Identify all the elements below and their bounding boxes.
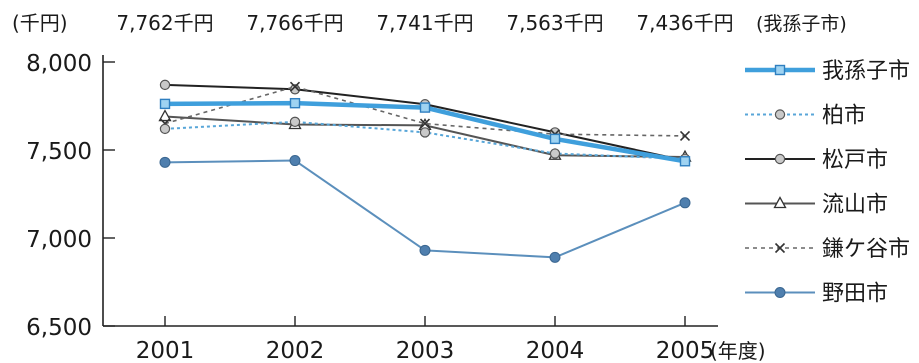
- series-line: [164, 85, 686, 137]
- data-point: [419, 102, 431, 113]
- data-point: [549, 148, 561, 159]
- axes: 6,500 7,000 7,500 8,000 2001 2002 2003 2004 2005: [26, 51, 718, 363]
- data-point: [419, 118, 431, 129]
- y-tick-label: 7,500: [26, 139, 92, 165]
- x-tick-label: 2003: [396, 338, 455, 363]
- top-value-label: 7,762千円: [116, 11, 213, 35]
- data-point: [158, 109, 172, 122]
- legend-entry: 鎌ケ谷市: [745, 237, 910, 262]
- data-point: [289, 116, 301, 128]
- data-point: [159, 98, 171, 110]
- x-tick-label: 2001: [136, 338, 195, 363]
- series-5: [159, 155, 691, 263]
- legend-entry: 松戸市: [745, 148, 888, 173]
- y-tick-label: 8,000: [26, 51, 92, 77]
- data-point: [679, 197, 691, 209]
- legend-marker: [773, 196, 787, 209]
- legend-marker: [774, 109, 786, 120]
- legend-label: 野田市: [822, 282, 888, 307]
- legend-label: 柏市: [822, 104, 866, 129]
- data-point: [419, 127, 431, 138]
- data-point: [419, 244, 431, 256]
- y-tick-label: 7,000: [26, 227, 92, 253]
- legend-label: 松戸市: [822, 148, 888, 173]
- legend-marker: [774, 64, 786, 76]
- legend-entry: 流山市: [745, 193, 888, 218]
- legend-marker: [774, 153, 786, 165]
- series-line: [164, 159, 686, 259]
- data-point: [159, 123, 171, 135]
- data-point: [289, 97, 301, 109]
- legend-entry: 野田市: [745, 282, 888, 307]
- data-point: [289, 81, 301, 92]
- chart-labels: (千円) (年度) (我孫子市) 7,762千円 7,766千円 7,741千円 7,563…: [12, 11, 847, 363]
- data-point: [679, 130, 691, 141]
- highlight-note: (我孫子市): [756, 13, 847, 35]
- legend-label: 鎌ケ谷市: [822, 237, 910, 262]
- data-point: [549, 251, 561, 263]
- x-unit-label: (年度): [710, 339, 766, 363]
- top-value-label: 7,436千円: [636, 11, 733, 35]
- legend-entry: 我孫子市: [745, 59, 910, 84]
- y-unit-label: (千円): [12, 11, 68, 35]
- top-value-label: 7,766千円: [246, 11, 343, 35]
- x-tick-label: 2005: [656, 338, 715, 363]
- data-point: [159, 79, 171, 91]
- legend-entry: 柏市: [745, 104, 866, 129]
- legend-label: 流山市: [822, 193, 888, 218]
- top-value-label: 7,741千円: [376, 11, 473, 35]
- y-tick-label: 6,500: [26, 315, 92, 341]
- data-point: [549, 133, 561, 145]
- data-point: [289, 155, 301, 167]
- data-point: [679, 156, 691, 167]
- legend-marker: [774, 242, 786, 254]
- legend-marker: [774, 287, 786, 298]
- legend-label: 我孫子市: [822, 59, 910, 84]
- data-point: [159, 156, 171, 168]
- top-value-label: 7,563千円: [506, 11, 603, 35]
- x-tick-label: 2004: [526, 338, 585, 363]
- x-tick-label: 2002: [266, 338, 325, 363]
- series-0: [159, 97, 691, 167]
- series-lines: [158, 79, 692, 263]
